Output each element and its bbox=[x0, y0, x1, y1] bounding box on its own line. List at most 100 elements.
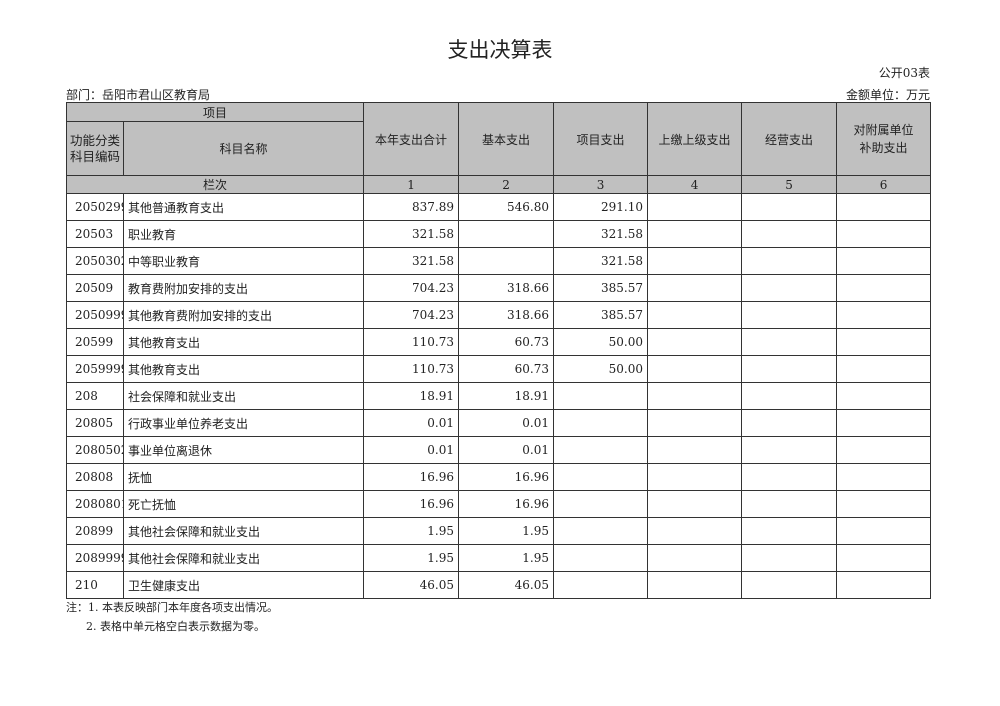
table-row: 20599 其他教育支出 110.73 60.73 50.00 bbox=[66, 328, 932, 356]
department-label: 部门：岳阳市君山区教育局 bbox=[66, 88, 211, 102]
cell-amount: 16.96 bbox=[458, 463, 555, 491]
cell-amount bbox=[647, 517, 743, 545]
cell-code: 20503 bbox=[66, 220, 124, 248]
cell-amount bbox=[836, 544, 932, 572]
col-num: 6 bbox=[836, 175, 932, 194]
col-num: 1 bbox=[363, 175, 460, 194]
cell-amount bbox=[553, 436, 649, 464]
cell-amount: 60.73 bbox=[458, 328, 555, 356]
cell-amount bbox=[836, 301, 932, 329]
cell-amount bbox=[647, 220, 743, 248]
cell-amount bbox=[741, 571, 838, 599]
cell-amount: 291.10 bbox=[553, 193, 649, 221]
cell-name: 其他教育支出 bbox=[122, 328, 365, 356]
cell-amount bbox=[647, 490, 743, 518]
cell-code: 2050999 bbox=[66, 301, 124, 329]
cell-amount: 46.05 bbox=[458, 571, 555, 599]
cell-amount: 0.01 bbox=[363, 436, 460, 464]
col-num: 3 bbox=[553, 175, 649, 194]
header-col-6: 对附属单位补助支出 bbox=[836, 102, 932, 176]
cell-amount bbox=[836, 193, 932, 221]
cell-code: 210 bbox=[66, 571, 124, 599]
cell-amount bbox=[741, 436, 838, 464]
cell-name: 职业教育 bbox=[122, 220, 365, 248]
cell-amount: 50.00 bbox=[553, 355, 649, 383]
cell-code: 208 bbox=[66, 382, 124, 410]
header-col-2: 基本支出 bbox=[458, 102, 555, 176]
cell-amount bbox=[741, 247, 838, 275]
cell-amount: 46.05 bbox=[363, 571, 460, 599]
cell-amount: 704.23 bbox=[363, 301, 460, 329]
cell-amount bbox=[741, 193, 838, 221]
cell-amount bbox=[836, 355, 932, 383]
cell-amount: 1.95 bbox=[458, 517, 555, 545]
cell-amount bbox=[647, 382, 743, 410]
cell-amount bbox=[553, 544, 649, 572]
cell-amount bbox=[836, 328, 932, 356]
cell-amount bbox=[836, 517, 932, 545]
cell-amount bbox=[458, 220, 555, 248]
header-col-5: 经营支出 bbox=[741, 102, 838, 176]
cell-amount: 18.91 bbox=[458, 382, 555, 410]
cell-amount bbox=[741, 463, 838, 491]
page-title: 支出决算表 bbox=[447, 38, 553, 62]
cell-amount bbox=[647, 247, 743, 275]
cell-name: 其他教育费附加安排的支出 bbox=[122, 301, 365, 329]
cell-amount: 16.96 bbox=[363, 463, 460, 491]
cell-amount bbox=[647, 571, 743, 599]
cell-name: 卫生健康支出 bbox=[122, 571, 365, 599]
cell-amount: 1.95 bbox=[458, 544, 555, 572]
cell-amount: 321.58 bbox=[363, 247, 460, 275]
table-row: 2080801 死亡抚恤 16.96 16.96 bbox=[66, 490, 932, 518]
table-row: 2050302 中等职业教育 321.58 321.58 bbox=[66, 247, 932, 275]
cell-amount bbox=[553, 382, 649, 410]
cell-amount: 0.01 bbox=[458, 436, 555, 464]
header-col-1: 本年支出合计 bbox=[363, 102, 460, 176]
table-row: 210 卫生健康支出 46.05 46.05 bbox=[66, 571, 932, 599]
table-row: 2059999 其他教育支出 110.73 60.73 50.00 bbox=[66, 355, 932, 383]
cell-amount bbox=[741, 274, 838, 302]
cell-amount bbox=[741, 382, 838, 410]
col-num: 5 bbox=[741, 175, 838, 194]
cell-amount bbox=[741, 517, 838, 545]
table-row: 20509 教育费附加安排的支出 704.23 318.66 385.57 bbox=[66, 274, 932, 302]
expenditure-table: 项目 本年支出合计 基本支出 项目支出 上缴上级支出 经营支出 对附属单位补助支… bbox=[65, 102, 932, 599]
cell-amount bbox=[553, 409, 649, 437]
cell-amount: 16.96 bbox=[363, 490, 460, 518]
unit-label: 金额单位：万元 bbox=[845, 88, 930, 102]
cell-amount: 16.96 bbox=[458, 490, 555, 518]
cell-code: 20509 bbox=[66, 274, 124, 302]
cell-amount bbox=[647, 355, 743, 383]
cell-name: 中等职业教育 bbox=[122, 247, 365, 275]
cell-amount: 110.73 bbox=[363, 355, 460, 383]
cell-name: 教育费附加安排的支出 bbox=[122, 274, 365, 302]
table-row: 2089999 其他社会保障和就业支出 1.95 1.95 bbox=[66, 544, 932, 572]
form-number: 公开03表 bbox=[878, 66, 930, 80]
cell-code: 20899 bbox=[66, 517, 124, 545]
cell-code: 2059999 bbox=[66, 355, 124, 383]
table-row: 20808 抚恤 16.96 16.96 bbox=[66, 463, 932, 491]
cell-amount: 385.57 bbox=[553, 274, 649, 302]
cell-amount: 546.80 bbox=[458, 193, 555, 221]
header-code: 功能分类科目编码 bbox=[66, 121, 124, 176]
cell-amount: 0.01 bbox=[458, 409, 555, 437]
cell-amount bbox=[458, 247, 555, 275]
cell-name: 其他社会保障和就业支出 bbox=[122, 544, 365, 572]
cell-amount: 18.91 bbox=[363, 382, 460, 410]
table-row: 20899 其他社会保障和就业支出 1.95 1.95 bbox=[66, 517, 932, 545]
cell-name: 社会保障和就业支出 bbox=[122, 382, 365, 410]
cell-amount bbox=[741, 220, 838, 248]
note-1: 注：1. 本表反映部门本年度各项支出情况。 bbox=[66, 601, 278, 614]
cell-amount: 321.58 bbox=[553, 247, 649, 275]
cell-amount: 1.95 bbox=[363, 544, 460, 572]
cell-amount: 318.66 bbox=[458, 274, 555, 302]
cell-name: 死亡抚恤 bbox=[122, 490, 365, 518]
cell-amount: 385.57 bbox=[553, 301, 649, 329]
cell-amount bbox=[836, 490, 932, 518]
table-row: 2080502 事业单位离退休 0.01 0.01 bbox=[66, 436, 932, 464]
header-column-label: 栏次 bbox=[65, 175, 365, 194]
cell-amount bbox=[553, 490, 649, 518]
cell-code: 20805 bbox=[66, 409, 124, 437]
cell-amount: 0.01 bbox=[363, 409, 460, 437]
cell-amount bbox=[836, 463, 932, 491]
